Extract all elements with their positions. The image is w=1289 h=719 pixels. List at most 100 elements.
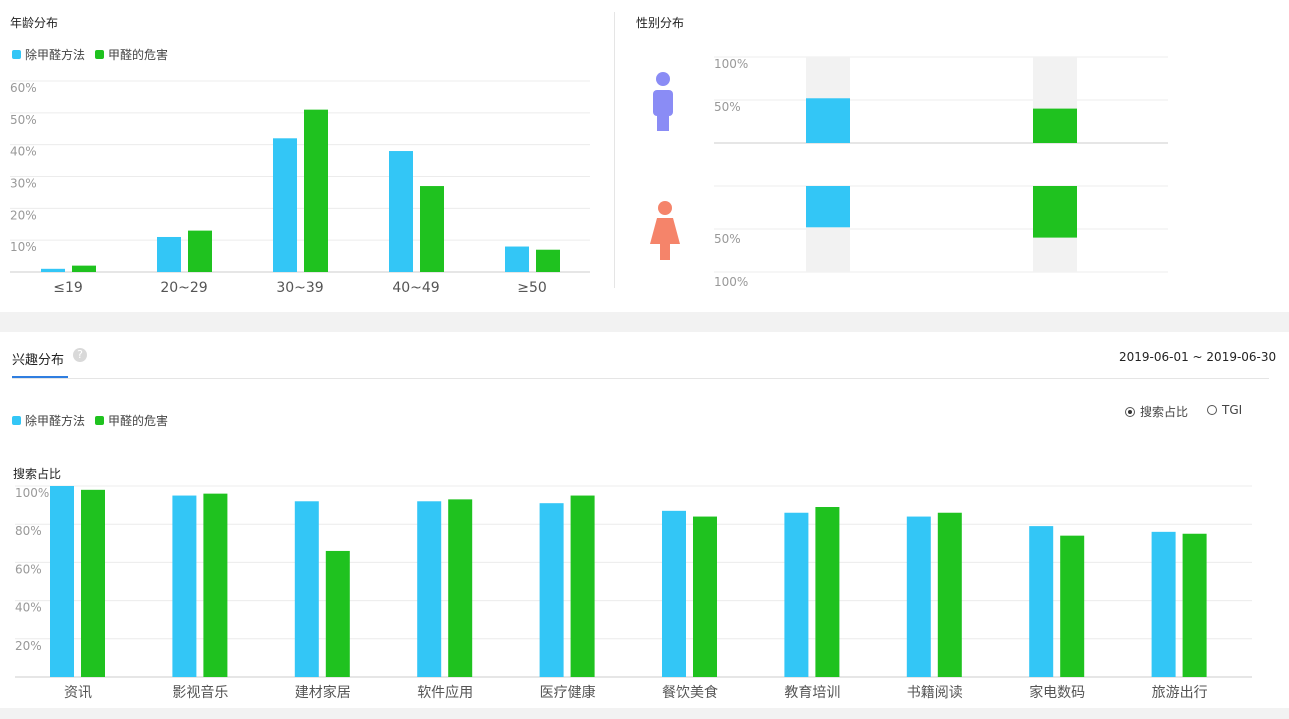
- bar-series2: [304, 109, 328, 273]
- radio-tgi[interactable]: TGI: [1207, 403, 1242, 417]
- y-tick-label: 10%: [10, 240, 37, 254]
- bar-series2: [81, 489, 105, 677]
- tab-active-indicator: [12, 376, 68, 378]
- interest-legend: 除甲醛方法 甲醛的危害: [12, 412, 178, 429]
- female-icon: [650, 201, 680, 260]
- radio-off-icon: [1207, 405, 1217, 415]
- bar-male: [806, 98, 850, 143]
- male-icon-head: [656, 72, 670, 86]
- radio-search-share[interactable]: 搜索占比: [1125, 403, 1188, 420]
- x-tick-label: 资讯: [64, 685, 92, 701]
- bar-series2: [937, 512, 962, 677]
- x-tick-label: 20~29: [160, 280, 207, 296]
- y-tick-label: 100%: [714, 57, 748, 71]
- age-chart: 60% 50% 40% 30% 20% 10% ≤19 20~29 30~39 40~49 ≥50: [10, 80, 590, 296]
- legend-swatch-series1: [12, 416, 21, 425]
- bar-series1: [662, 510, 686, 677]
- age-legend: 除甲醛方法 甲醛的危害: [12, 46, 178, 63]
- date-range[interactable]: 2019-06-01 ~ 2019-06-30: [1119, 350, 1277, 364]
- bar-series2: [815, 507, 840, 677]
- bar-series1: [1029, 526, 1054, 677]
- y-tick-label: 50%: [10, 113, 37, 127]
- male-icon-body: [653, 90, 673, 116]
- legend-swatch-series2: [95, 50, 105, 59]
- y-tick-label: 30%: [10, 177, 37, 191]
- x-tick-label: 40~49: [392, 280, 439, 296]
- interest-chart: 100% 80% 60% 40% 20% 资讯 影视音乐 建材家居 软件应用 医疗健康 餐饮美食 教育…: [15, 485, 1252, 701]
- bar-series1: [294, 501, 319, 677]
- legend-swatch-series2: [95, 416, 105, 425]
- gender-chart: 100% 50% 50% 100%: [650, 56, 1168, 289]
- x-tick-label: 旅游出行: [1152, 685, 1208, 701]
- tab-divider: [12, 378, 1269, 379]
- legend-swatch-series1: [12, 50, 21, 59]
- x-tick-label: 家电数码: [1029, 684, 1085, 701]
- legend-label-series1: 除甲醛方法: [25, 48, 86, 62]
- bar-series2: [1060, 535, 1085, 677]
- bar-series2: [448, 499, 473, 677]
- bar-series1: [41, 268, 65, 272]
- bottom-panel: 兴趣分布 ? 2019-06-01 ~ 2019-06-30 除甲醛方法 甲醛的…: [0, 332, 1289, 708]
- legend-label-series2: 甲醛的危害: [108, 414, 169, 428]
- bar-male: [1033, 108, 1077, 143]
- legend-label-series2: 甲醛的危害: [108, 48, 169, 62]
- bar-series1: [157, 236, 181, 272]
- bar-series2: [693, 516, 717, 677]
- x-tick-label: 影视音乐: [172, 684, 228, 701]
- x-tick-label: 餐饮美食: [662, 684, 718, 701]
- y-tick-label: 50%: [714, 100, 741, 114]
- radio-search-share-label: 搜索占比: [1140, 405, 1189, 419]
- y-tick-label: 80%: [15, 524, 42, 538]
- x-tick-label: 建材家居: [295, 684, 351, 701]
- gender-chart-title: 性别分布: [636, 16, 685, 30]
- radio-tgi-label: TGI: [1222, 403, 1243, 417]
- x-tick-label: 软件应用: [417, 684, 473, 701]
- interest-y-title: 搜索占比: [13, 467, 62, 481]
- bar-series1: [784, 512, 809, 677]
- bar-female: [806, 186, 850, 228]
- panel-divider: [614, 12, 615, 288]
- bar-series2: [1182, 533, 1207, 677]
- y-tick-label: 60%: [15, 562, 42, 576]
- y-tick-label: 40%: [15, 601, 42, 615]
- help-icon[interactable]: ?: [73, 348, 87, 362]
- y-tick-label: 60%: [10, 81, 37, 95]
- x-tick-label: ≤19: [53, 280, 83, 296]
- bar-series1: [172, 495, 197, 677]
- y-tick-label: 40%: [10, 145, 37, 159]
- legend-item-series2[interactable]: 甲醛的危害: [95, 412, 168, 429]
- y-tick-label: 50%: [714, 232, 741, 246]
- female-icon-head: [658, 201, 672, 215]
- bar-series1: [50, 486, 74, 677]
- age-chart-title: 年龄分布: [10, 16, 59, 30]
- radio-on-icon: [1125, 406, 1135, 417]
- male-icon-legs: [657, 112, 669, 131]
- female-icon-body: [650, 218, 680, 244]
- y-tick-label: 20%: [15, 639, 42, 653]
- tab-interest[interactable]: 兴趣分布: [12, 353, 65, 368]
- bar-series2: [188, 230, 212, 272]
- legend-item-series1[interactable]: 除甲醛方法: [12, 46, 85, 63]
- x-tick-label: 教育培训: [784, 685, 840, 701]
- male-icon: [653, 72, 673, 131]
- bar-series2: [203, 493, 228, 677]
- legend-item-series1[interactable]: 除甲醛方法: [12, 412, 85, 429]
- female-icon-legs: [660, 242, 670, 260]
- bar-series2: [536, 249, 560, 272]
- bar-series1: [273, 138, 297, 272]
- legend-label-series1: 除甲醛方法: [25, 414, 86, 428]
- y-tick-label: 100%: [15, 486, 49, 500]
- bar-series1: [417, 501, 442, 677]
- x-tick-label: 书籍阅读: [907, 684, 963, 701]
- x-tick-label: 医疗健康: [540, 684, 596, 701]
- top-panel: 年龄分布 除甲醛方法 甲醛的危害 60% 50% 40% 30% 20% 10% ≤19 20…: [0, 0, 1289, 312]
- bar-series2: [570, 495, 595, 677]
- bar-series2: [420, 186, 444, 272]
- bar-series2: [325, 550, 350, 677]
- y-tick-label: 20%: [10, 208, 37, 222]
- bar-series2: [72, 265, 96, 272]
- bar-series1: [1151, 531, 1176, 677]
- legend-item-series2[interactable]: 甲醛的危害: [95, 46, 168, 63]
- bar-series1: [539, 503, 564, 677]
- bar-series1: [389, 151, 413, 272]
